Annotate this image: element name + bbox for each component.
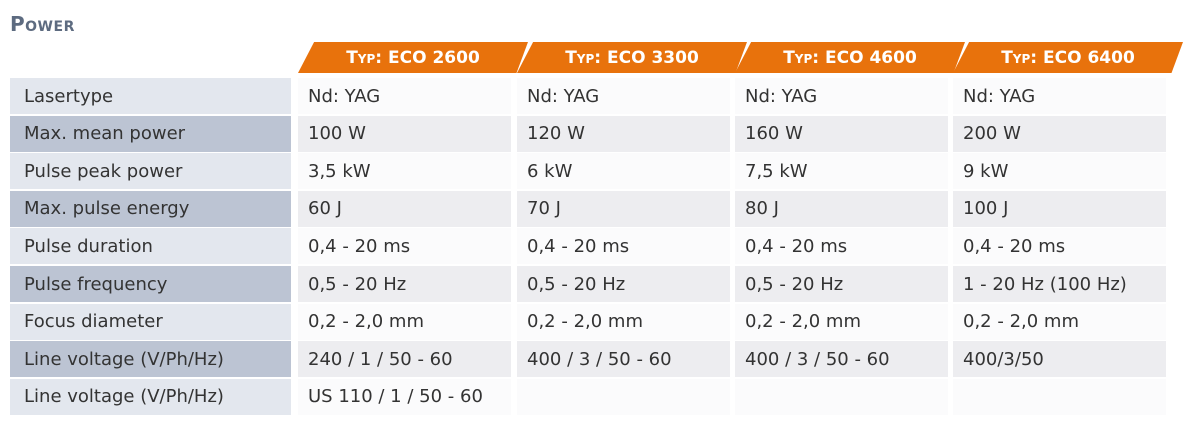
column-header: Typ: ECO 4600 [735, 42, 965, 73]
column-header: Typ: ECO 3300 [517, 42, 747, 73]
table-cell: Nd: YAG [298, 78, 511, 115]
table-cell: 1 - 20 Hz (100 Hz) [953, 266, 1166, 303]
table-cell: 120 W [517, 115, 730, 152]
table-cell: 0,2 - 2,0 mm [735, 303, 948, 340]
row-label: Lasertype [10, 78, 291, 115]
table-cell: 6 kW [517, 153, 730, 190]
row-label: Pulse frequency [10, 266, 291, 303]
table-cell: 0,2 - 2,0 mm [953, 303, 1166, 340]
table-cell: 70 J [517, 190, 730, 227]
column-header: Typ: ECO 6400 [953, 42, 1183, 73]
table-cell: 240 / 1 / 50 - 60 [298, 341, 511, 378]
row-label: Focus diameter [10, 303, 291, 340]
column-header: Typ: ECO 2600 [298, 42, 528, 73]
table-cell: 400 / 3 / 50 - 60 [735, 341, 948, 378]
table-cell: 9 kW [953, 153, 1166, 190]
table-cell: 3,5 kW [298, 153, 511, 190]
table-cell: 100 W [298, 115, 511, 152]
table-cell: US 110 / 1 / 50 - 60 [298, 378, 511, 415]
table-cell: 400 / 3 / 50 - 60 [517, 341, 730, 378]
table-cell: 0,5 - 20 Hz [517, 266, 730, 303]
table-cell: 100 J [953, 190, 1166, 227]
empty-cell [517, 378, 730, 415]
row-label: Line voltage (V/Ph/Hz) [10, 341, 291, 378]
table-cell: 400/3/50 [953, 341, 1166, 378]
table-cell: 0,2 - 2,0 mm [517, 303, 730, 340]
table-cell: 160 W [735, 115, 948, 152]
table-cell: 0,4 - 20 ms [298, 228, 511, 265]
table-cell: Nd: YAG [517, 78, 730, 115]
row-label: Pulse peak power [10, 153, 291, 190]
table-cell: 7,5 kW [735, 153, 948, 190]
table-cell: 60 J [298, 190, 511, 227]
table-cell: 0,4 - 20 ms [953, 228, 1166, 265]
table-cell: 0,4 - 20 ms [517, 228, 730, 265]
row-label: Line voltage (V/Ph/Hz) [10, 378, 291, 415]
empty-cell [735, 378, 948, 415]
table-cell: 0,2 - 2,0 mm [298, 303, 511, 340]
section-title: Power [10, 12, 75, 36]
table-cell: 80 J [735, 190, 948, 227]
row-label: Pulse duration [10, 228, 291, 265]
table-cell: Nd: YAG [953, 78, 1166, 115]
row-label: Max. pulse energy [10, 190, 291, 227]
table-cell: 0,4 - 20 ms [735, 228, 948, 265]
row-label: Max. mean power [10, 115, 291, 152]
table-cell: 0,5 - 20 Hz [735, 266, 948, 303]
table-cell: 200 W [953, 115, 1166, 152]
empty-cell [953, 378, 1166, 415]
table-cell: Nd: YAG [735, 78, 948, 115]
table-cell: 0,5 - 20 Hz [298, 266, 511, 303]
